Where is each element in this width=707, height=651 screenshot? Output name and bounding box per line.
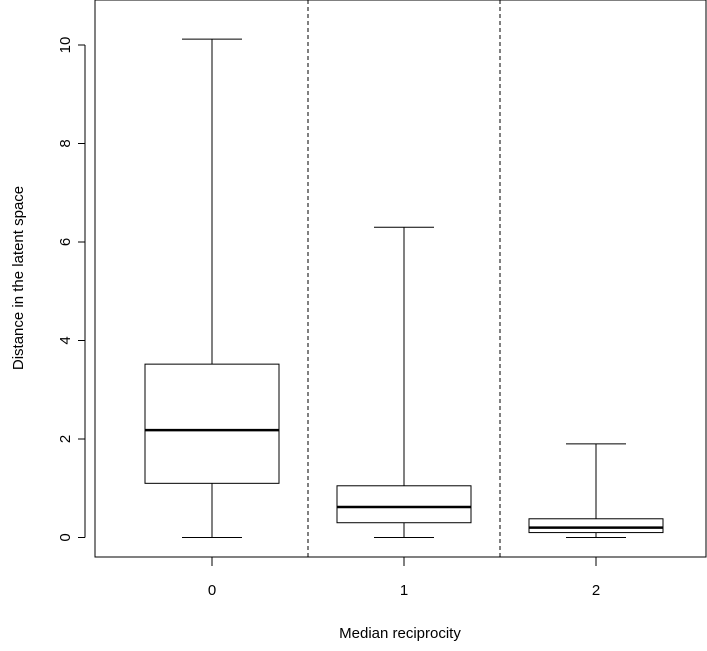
x-tick-label: 0 — [208, 582, 216, 599]
box-2 — [528, 443, 664, 538]
box-iqr — [528, 518, 664, 534]
y-axis: 0 2 4 6 8 10 — [57, 37, 86, 542]
y-tick-label: 10 — [57, 37, 74, 54]
x-tick-label: 2 — [592, 582, 600, 599]
y-axis-title: Distance in the latent space — [10, 186, 27, 370]
x-axis: 0 1 2 — [208, 557, 600, 599]
y-tick-label: 0 — [57, 533, 74, 541]
y-tick-label: 4 — [57, 336, 74, 344]
y-tick-label: 6 — [57, 238, 74, 246]
box-0 — [144, 38, 280, 538]
box-iqr — [144, 363, 280, 484]
y-tick-label: 8 — [57, 139, 74, 147]
x-tick-label: 1 — [400, 582, 408, 599]
y-tick-label: 2 — [57, 435, 74, 443]
x-axis-title: Median reciprocity — [339, 625, 461, 642]
category-separators — [307, 0, 501, 557]
box-1 — [336, 226, 472, 538]
box-series — [144, 38, 664, 538]
box-iqr — [336, 485, 472, 524]
plot-frame — [94, 0, 707, 558]
